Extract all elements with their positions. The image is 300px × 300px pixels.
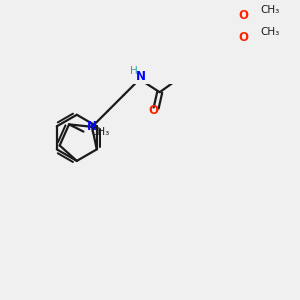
Text: CH₃: CH₃ — [261, 5, 280, 15]
Text: N: N — [87, 120, 97, 133]
Text: O: O — [238, 31, 248, 44]
Text: O: O — [148, 104, 158, 117]
Text: O: O — [238, 9, 248, 22]
Text: CH₃: CH₃ — [91, 127, 110, 136]
Text: H: H — [130, 66, 138, 76]
Text: CH₃: CH₃ — [261, 27, 280, 37]
Text: N: N — [136, 70, 146, 83]
